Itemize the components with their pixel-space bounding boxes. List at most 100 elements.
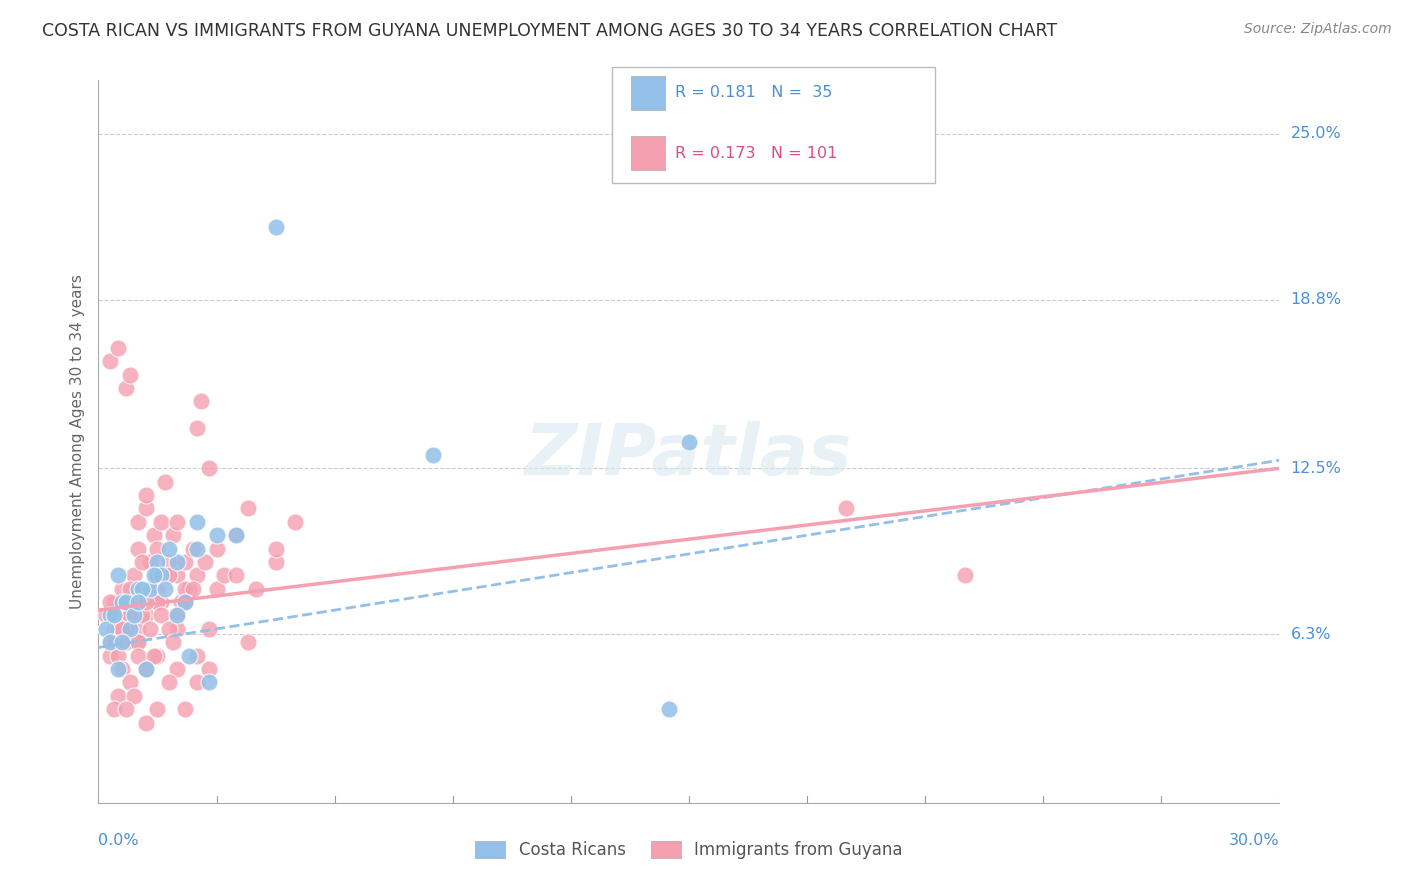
- Point: [205, 541, 228, 556]
- Point: [174, 582, 197, 596]
- Point: [146, 595, 169, 609]
- Text: 18.8%: 18.8%: [1291, 293, 1341, 307]
- Point: [186, 568, 208, 582]
- Point: [166, 622, 188, 636]
- Point: [953, 568, 976, 582]
- Text: 30.0%: 30.0%: [1229, 833, 1279, 848]
- Point: [150, 608, 173, 623]
- Point: [155, 582, 177, 596]
- Point: [107, 341, 129, 355]
- Point: [127, 595, 149, 609]
- Point: [181, 582, 204, 596]
- Point: [146, 541, 169, 556]
- Point: [111, 635, 134, 649]
- Point: [835, 501, 858, 516]
- Point: [115, 622, 138, 636]
- Text: ZIPatlas: ZIPatlas: [526, 422, 852, 491]
- Point: [155, 475, 177, 489]
- Point: [107, 648, 129, 663]
- Point: [98, 648, 121, 663]
- Point: [127, 622, 149, 636]
- Point: [107, 689, 129, 703]
- Point: [197, 461, 219, 475]
- Point: [264, 541, 287, 556]
- Point: [135, 662, 157, 676]
- Point: [150, 568, 173, 582]
- Point: [142, 648, 165, 663]
- Text: 25.0%: 25.0%: [1291, 127, 1341, 141]
- Point: [127, 541, 149, 556]
- Y-axis label: Unemployment Among Ages 30 to 34 years: Unemployment Among Ages 30 to 34 years: [69, 274, 84, 609]
- Point: [115, 381, 138, 395]
- Point: [131, 582, 153, 596]
- Point: [127, 515, 149, 529]
- Point: [98, 595, 121, 609]
- Point: [127, 648, 149, 663]
- Point: [131, 608, 153, 623]
- Point: [127, 582, 149, 596]
- Point: [197, 675, 219, 690]
- Point: [103, 595, 125, 609]
- Point: [264, 220, 287, 235]
- Point: [177, 582, 200, 596]
- Point: [174, 595, 197, 609]
- Point: [118, 608, 141, 623]
- Point: [186, 675, 208, 690]
- Text: 0.0%: 0.0%: [98, 833, 139, 848]
- Point: [135, 715, 157, 730]
- Point: [135, 662, 157, 676]
- Point: [96, 622, 118, 636]
- Point: [122, 568, 145, 582]
- Text: 6.3%: 6.3%: [1291, 627, 1331, 641]
- Point: [174, 595, 197, 609]
- Point: [111, 582, 134, 596]
- Point: [166, 515, 188, 529]
- Point: [135, 501, 157, 516]
- Point: [166, 555, 188, 569]
- Point: [146, 648, 169, 663]
- Point: [96, 608, 118, 623]
- Point: [236, 635, 259, 649]
- Point: [225, 528, 247, 542]
- Point: [98, 635, 121, 649]
- Point: [146, 568, 169, 582]
- Point: [98, 635, 121, 649]
- Point: [205, 582, 228, 596]
- Point: [177, 648, 200, 663]
- Point: [422, 448, 444, 462]
- Point: [166, 662, 188, 676]
- Point: [138, 582, 160, 596]
- Point: [166, 608, 188, 623]
- Point: [197, 662, 219, 676]
- Point: [678, 434, 700, 449]
- Point: [118, 368, 141, 382]
- Point: [122, 608, 145, 623]
- Point: [146, 568, 169, 582]
- Point: [111, 662, 134, 676]
- Point: [146, 582, 169, 596]
- Point: [135, 488, 157, 502]
- Point: [122, 595, 145, 609]
- Text: R = 0.173   N = 101: R = 0.173 N = 101: [675, 146, 837, 161]
- Text: 12.5%: 12.5%: [1291, 461, 1341, 475]
- Point: [284, 515, 307, 529]
- Text: Source: ZipAtlas.com: Source: ZipAtlas.com: [1244, 22, 1392, 37]
- Point: [174, 702, 197, 716]
- Point: [157, 675, 180, 690]
- Point: [186, 421, 208, 435]
- Text: COSTA RICAN VS IMMIGRANTS FROM GUYANA UNEMPLOYMENT AMONG AGES 30 TO 34 YEARS COR: COSTA RICAN VS IMMIGRANTS FROM GUYANA UN…: [42, 22, 1057, 40]
- Text: R = 0.181   N =  35: R = 0.181 N = 35: [675, 86, 832, 100]
- Point: [225, 528, 247, 542]
- Point: [181, 541, 204, 556]
- Point: [118, 622, 141, 636]
- Point: [150, 515, 173, 529]
- Point: [658, 702, 681, 716]
- Point: [157, 568, 180, 582]
- Point: [103, 622, 125, 636]
- Point: [107, 608, 129, 623]
- Point: [115, 702, 138, 716]
- Point: [138, 595, 160, 609]
- Point: [118, 582, 141, 596]
- Point: [146, 555, 169, 569]
- Point: [214, 568, 236, 582]
